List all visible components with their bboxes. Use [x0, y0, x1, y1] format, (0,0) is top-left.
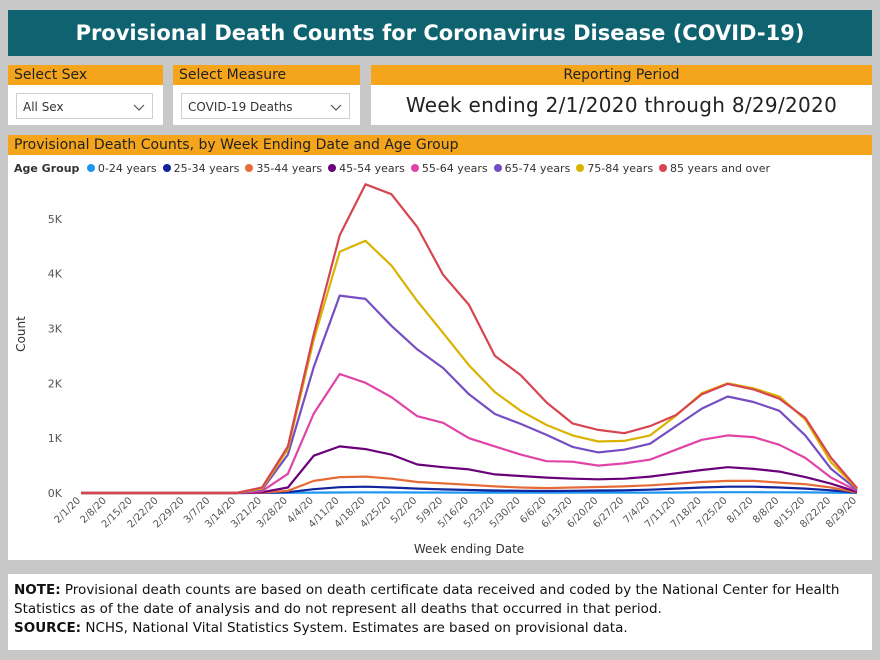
chart-legend: Age Group 0-24 years 25-34 years 35-44 yea… — [14, 162, 776, 175]
measure-dropdown-value: COVID-19 Deaths — [188, 100, 293, 114]
series-line — [81, 183, 858, 495]
x-axis-title: Week ending Date — [414, 542, 524, 556]
source-text: NCHS, National Vital Statistics System. … — [81, 620, 628, 636]
dashboard-title: Provisional Death Counts for Coronavirus… — [8, 10, 872, 56]
legend-dot-icon — [328, 164, 337, 172]
legend-dot-icon — [493, 164, 502, 172]
legend-dot-icon — [245, 164, 254, 172]
legend-item[interactable]: 25-34 years — [162, 162, 240, 175]
y-tick-label: 3K — [48, 323, 63, 336]
legend-item[interactable]: 55-64 years — [410, 162, 488, 175]
note-text: Provisional death counts are based on de… — [14, 582, 840, 617]
legend-label: 85 years and over — [670, 162, 771, 175]
x-tick-label: 8/1/20 — [725, 495, 756, 526]
chevron-down-icon — [132, 94, 146, 129]
legend-item[interactable]: 65-74 years — [493, 162, 571, 175]
line-chart: 0K1K2K3K4K5K2/1/202/8/202/15/202/22/202/… — [14, 183, 859, 556]
reporting-period-label: Reporting Period — [371, 65, 872, 85]
y-tick-label: 1K — [48, 432, 63, 445]
note-label: NOTE: — [14, 582, 61, 598]
y-tick-label: 2K — [48, 377, 63, 390]
chart-section-title: Provisional Death Counts, by Week Ending… — [8, 135, 872, 155]
select-measure-panel: Select Measure COVID-19 Deaths — [173, 65, 360, 125]
legend-label: 25-34 years — [173, 162, 240, 175]
select-sex-panel: Select Sex All Sex — [8, 65, 163, 125]
legend-dot-icon — [410, 164, 419, 172]
legend-label: 0-24 years — [97, 162, 157, 175]
legend-dot-icon — [162, 164, 171, 172]
legend-dot-icon — [659, 164, 668, 172]
note-panel: NOTE: Provisional death counts are based… — [8, 574, 872, 650]
legend-title: Age Group — [14, 162, 80, 175]
legend-label: 35-44 years — [256, 162, 323, 175]
legend-item[interactable]: 85 years and over — [659, 162, 770, 175]
y-tick-label: 5K — [48, 213, 63, 226]
legend-label: 75-84 years — [587, 162, 654, 175]
legend-item[interactable]: 0-24 years — [86, 162, 157, 175]
y-tick-label: 0K — [48, 487, 63, 500]
legend-label: 55-64 years — [421, 162, 488, 175]
chart-panel: Provisional Death Counts, by Week Ending… — [8, 135, 872, 560]
x-tick-label: 5/2/20 — [389, 495, 420, 526]
legend-label: 45-54 years — [339, 162, 405, 175]
series-line — [81, 239, 858, 495]
source-label: SOURCE: — [14, 620, 82, 636]
y-axis-title: Count — [14, 316, 28, 352]
legend-dot-icon — [576, 164, 585, 172]
reporting-period-panel: Reporting Period Week ending 2/1/2020 th… — [371, 65, 872, 125]
legend-item[interactable]: 45-54 years — [328, 162, 405, 175]
legend-item[interactable]: 75-84 years — [576, 162, 653, 175]
reporting-period-value: Week ending 2/1/2020 through 8/29/2020 — [405, 93, 838, 117]
y-tick-label: 4K — [48, 268, 63, 281]
select-sex-label: Select Sex — [8, 65, 163, 85]
sex-dropdown-value: All Sex — [23, 100, 64, 114]
sex-dropdown[interactable]: All Sex — [16, 93, 153, 119]
series-line — [81, 294, 858, 495]
legend-dot-icon — [86, 164, 95, 172]
select-measure-label: Select Measure — [173, 65, 360, 85]
series-line — [81, 372, 858, 495]
legend-item[interactable]: 35-44 years — [245, 162, 322, 175]
chevron-down-icon — [329, 94, 343, 129]
measure-dropdown[interactable]: COVID-19 Deaths — [181, 93, 350, 119]
legend-label: 65-74 years — [504, 162, 571, 175]
